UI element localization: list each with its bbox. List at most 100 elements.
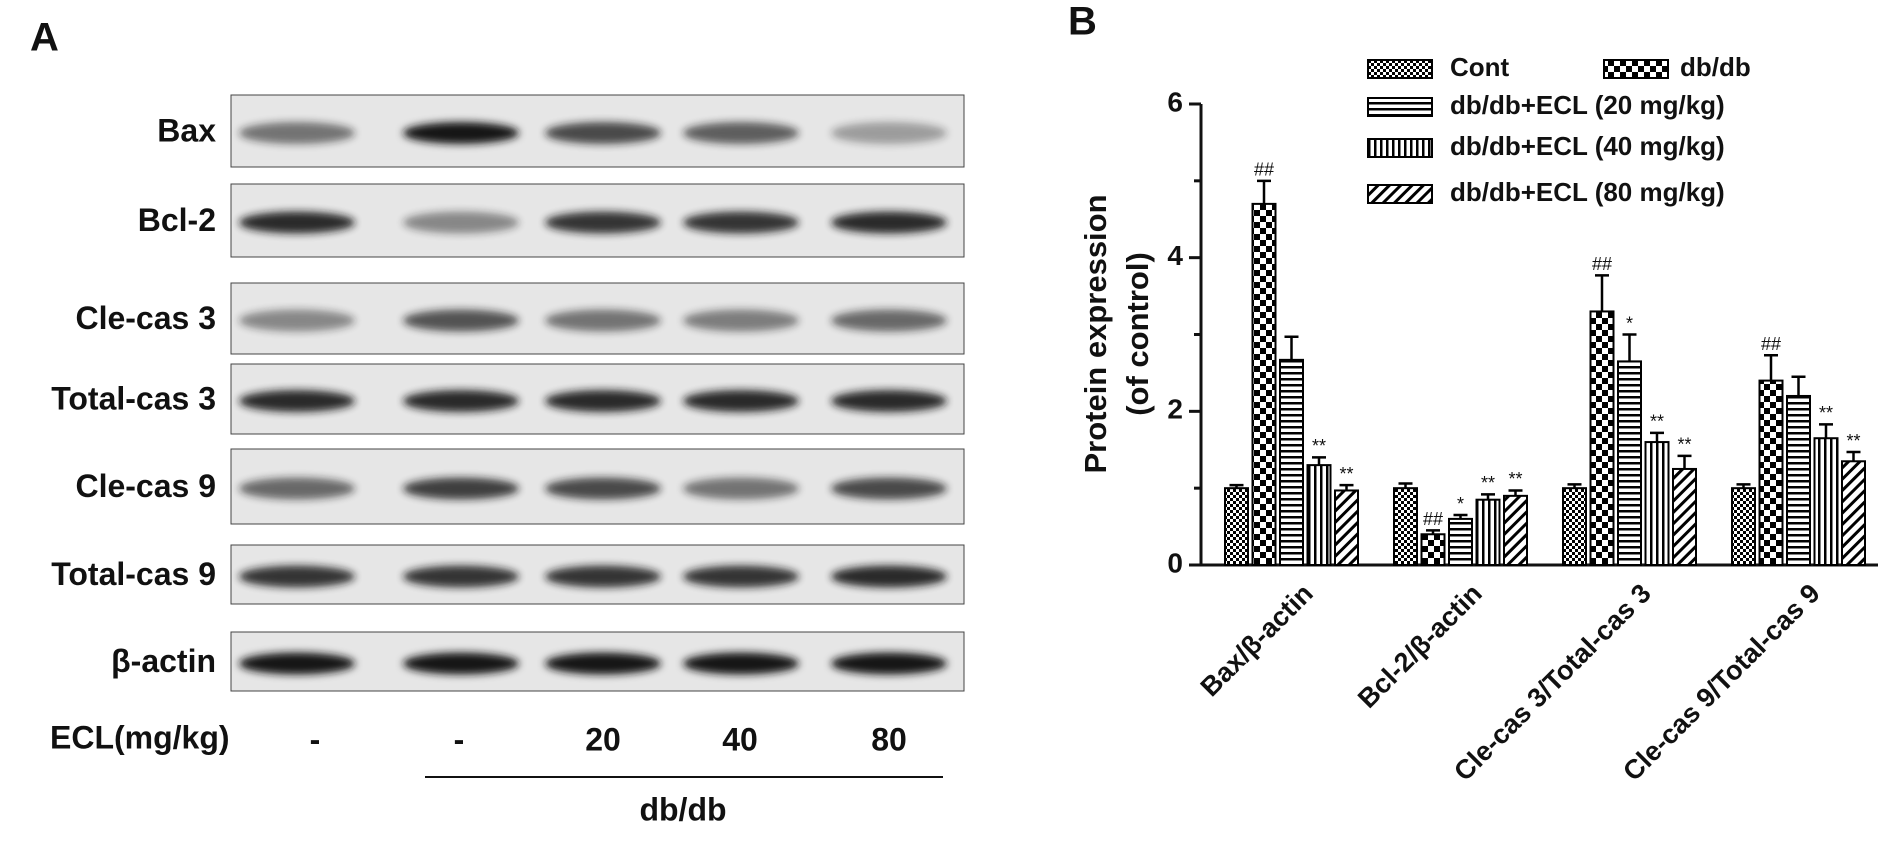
x-tick-label: Cle-cas 3/Total-cas 3 (1448, 578, 1657, 787)
error-bar (1508, 489, 1523, 496)
row-label: Bax (157, 112, 216, 148)
lane-label: - (310, 721, 321, 757)
row-label: Total-cas 3 (51, 380, 216, 416)
band (239, 565, 355, 588)
significance-label: ## (1761, 334, 1781, 354)
y-tick-label: 2 (1167, 394, 1183, 425)
bar (1841, 460, 1866, 566)
y-axis-label: Protein expression (1078, 194, 1113, 473)
band (239, 477, 355, 500)
significance-label: ** (1677, 435, 1691, 455)
band (545, 477, 661, 500)
error-bar (1846, 450, 1861, 462)
error-bar (1426, 529, 1440, 535)
band (831, 211, 947, 234)
bar (1503, 494, 1528, 567)
lane-label: 40 (722, 721, 758, 757)
legend-swatch (1603, 59, 1669, 79)
error-bar (1677, 454, 1692, 469)
bar (1644, 441, 1670, 567)
band (831, 122, 947, 144)
band (683, 652, 799, 675)
error-bar (1339, 483, 1354, 491)
band (683, 565, 799, 588)
error-bar (1398, 482, 1413, 489)
significance-label: ## (1423, 509, 1443, 529)
legend-label: db/db (1680, 52, 1751, 82)
bar (1251, 202, 1277, 566)
significance-label: ** (1508, 469, 1522, 489)
error-bar (1453, 513, 1468, 519)
bar (1786, 394, 1811, 567)
error-bar (1284, 335, 1299, 360)
legend-swatch (1367, 97, 1433, 117)
band (239, 390, 355, 412)
panel-label: A (30, 16, 59, 60)
y-axis-label: (of control) (1120, 252, 1155, 416)
band (545, 122, 661, 144)
row-label: Cle-cas 9 (75, 468, 216, 504)
band (831, 309, 947, 332)
bar (1617, 360, 1642, 566)
significance-label: ** (1481, 473, 1495, 493)
error-bar (1622, 333, 1637, 362)
treatment-label: ECL(mg/kg) (50, 719, 230, 755)
band (545, 211, 661, 234)
bar (1448, 517, 1473, 567)
bar (1589, 310, 1615, 567)
error-bar (1257, 179, 1271, 204)
group-label: db/db (639, 791, 726, 827)
band (683, 477, 799, 500)
band (683, 390, 799, 412)
band (239, 211, 355, 234)
band (403, 122, 519, 144)
significance-label: ** (1339, 464, 1353, 484)
bar (1334, 489, 1359, 567)
legend-label: Cont (1450, 52, 1510, 82)
legend-swatch (1367, 138, 1433, 158)
bar (1758, 379, 1784, 566)
bar (1731, 487, 1756, 566)
band (831, 390, 947, 412)
band (239, 652, 355, 675)
legend-label: db/db+ECL (40 mg/kg) (1450, 131, 1725, 161)
x-tick-label: Bcl-2/β-actin (1352, 578, 1488, 714)
x-tick-label: Bax/β-actin (1195, 578, 1319, 702)
legend-label: db/db+ECL (20 mg/kg) (1450, 90, 1725, 120)
error-bar (1791, 375, 1806, 396)
band (403, 652, 519, 675)
significance-label: * (1457, 494, 1464, 514)
bar (1562, 487, 1587, 566)
bar (1420, 533, 1446, 566)
significance-label: * (1626, 313, 1633, 333)
legend-label: db/db+ECL (80 mg/kg) (1450, 177, 1725, 207)
band (683, 122, 799, 144)
bar (1813, 437, 1839, 567)
band (403, 390, 519, 412)
band (683, 211, 799, 234)
lane-label: 80 (871, 721, 907, 757)
row-label: Bcl-2 (138, 202, 216, 238)
error-bar (1567, 483, 1582, 489)
bar (1393, 487, 1418, 566)
band (831, 477, 947, 500)
band (403, 477, 519, 500)
bar (1475, 498, 1501, 567)
bar (1224, 487, 1249, 566)
legend-swatch (1367, 184, 1433, 204)
band (545, 390, 661, 412)
x-tick-label: Cle-cas 9/Total-cas 9 (1617, 578, 1826, 787)
error-bar (1764, 353, 1778, 381)
band (239, 122, 355, 144)
error-bar (1229, 483, 1244, 489)
lane-label: 20 (585, 721, 621, 757)
band (545, 309, 661, 332)
bar (1672, 467, 1697, 567)
error-bar (1819, 423, 1833, 439)
row-label: Total-cas 9 (51, 556, 216, 592)
y-tick-label: 0 (1167, 547, 1183, 578)
bar (1279, 358, 1304, 567)
y-tick-label: 4 (1167, 240, 1183, 271)
error-bar (1595, 274, 1609, 312)
